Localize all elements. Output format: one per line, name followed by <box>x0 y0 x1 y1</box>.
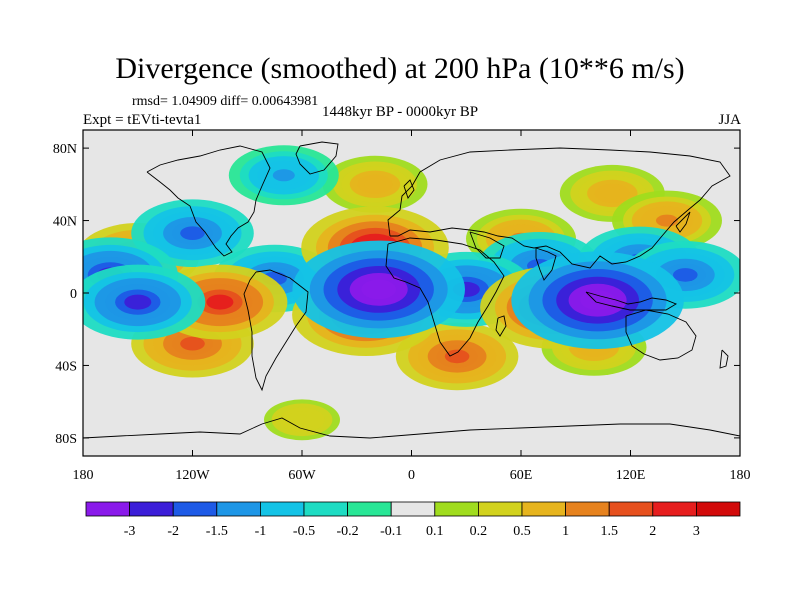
colorbar-label: -1.5 <box>206 524 228 539</box>
colorbar-label: -0.2 <box>337 524 359 539</box>
lat-tick-label: 40S <box>55 359 77 374</box>
lon-tick-label: 60W <box>288 468 316 483</box>
field-contour <box>364 178 386 190</box>
field-contour <box>180 336 205 351</box>
lon-tick-label: 120E <box>616 468 646 483</box>
colorbar-swatch <box>129 501 174 517</box>
lon-tick-label: 120W <box>175 468 210 483</box>
coastlines <box>83 141 740 439</box>
coastline-india <box>535 247 557 281</box>
colorbar-label: 0.2 <box>470 524 488 539</box>
lon-tick-label: 60E <box>510 468 533 483</box>
field-contour <box>580 290 615 311</box>
colorbar-label: -2 <box>167 524 179 539</box>
lat-tick-label: 40N <box>53 215 77 230</box>
colorbar-label: 0.5 <box>513 524 531 539</box>
lon-tick-label: 0 <box>408 468 415 483</box>
divergence-field <box>83 145 740 446</box>
lat-tick-label: 80N <box>53 142 77 157</box>
lon-tick-label: 180 <box>73 468 94 483</box>
coastline-eurasia <box>387 147 731 269</box>
time-period: 1448kyr BP - 0000kyr BP <box>322 104 479 120</box>
coastline-japan <box>675 211 691 233</box>
colorbar: -3 -2 -1.5 -1 -0.5 -0.2 -0.1 0.1 0.2 0.5 1 1.5 2 3 <box>85 501 741 539</box>
colorbar-swatch <box>652 501 697 517</box>
field-contour <box>673 268 698 282</box>
colorbar-swatch <box>521 501 566 517</box>
field-contour <box>361 279 397 300</box>
coastline-africa <box>385 237 505 357</box>
colorbar-swatch <box>608 501 654 517</box>
lat-tick-label: 0 <box>70 287 77 302</box>
colorbar-label: -3 <box>124 524 136 539</box>
latitude-axis: 80N 40N 0 40S 80S <box>53 142 740 447</box>
coastline-south-america <box>243 269 309 392</box>
field-contour <box>292 414 312 425</box>
field-contour <box>124 294 152 310</box>
coastline-north-america <box>146 145 271 257</box>
field-contour <box>180 226 205 240</box>
lat-tick-label: 80S <box>55 432 77 447</box>
colorbar-label: -0.5 <box>293 524 315 539</box>
field-contour <box>272 169 295 182</box>
coastline-greenland <box>295 141 339 175</box>
field-contour <box>601 187 623 200</box>
colorbar-swatch <box>696 501 741 517</box>
colorbar-label: 0.1 <box>426 524 444 539</box>
colorbar-swatch <box>303 501 348 517</box>
coastline-antarctica <box>83 417 740 439</box>
coastline-uk <box>403 179 415 199</box>
coastline-new-zealand <box>719 349 729 369</box>
season-label: JJA <box>718 112 741 128</box>
coastline-madagascar <box>495 315 507 337</box>
coastline-indonesia <box>585 291 678 311</box>
colorbar-swatch <box>216 501 261 517</box>
field-contour <box>656 214 678 227</box>
lon-tick-label: 180 <box>730 468 751 483</box>
colorbar-swatch <box>259 501 305 517</box>
colorbar-label: -0.1 <box>380 524 402 539</box>
colorbar-swatch <box>390 501 436 517</box>
colorbar-label: 2 <box>649 524 656 539</box>
coastline-australia <box>625 309 697 361</box>
field-contour <box>206 294 234 310</box>
colorbar-swatch <box>477 501 523 517</box>
colorbar-label: 1.5 <box>600 524 618 539</box>
coastline-arabia <box>469 231 505 259</box>
experiment-label: Expt = tEVti-tevta1 <box>83 112 202 128</box>
colorbar-swatch <box>434 501 479 517</box>
colorbar-label: 3 <box>693 524 700 539</box>
colorbar-swatch <box>85 501 130 517</box>
colorbar-label: 1 <box>562 524 569 539</box>
colorbar-swatch <box>172 501 218 517</box>
colorbar-label: -1 <box>255 524 267 539</box>
colorbar-swatch <box>347 501 392 517</box>
page-title: Divergence (smoothed) at 200 hPa (10**6 … <box>115 52 685 85</box>
rmsd-stats: rmsd= 1.04909 diff= 0.00643981 <box>132 94 319 109</box>
longitude-axis: 180 120W 60W 0 60E 120E 180 <box>73 130 751 483</box>
field-contour <box>444 349 470 364</box>
colorbar-swatch <box>565 501 610 517</box>
